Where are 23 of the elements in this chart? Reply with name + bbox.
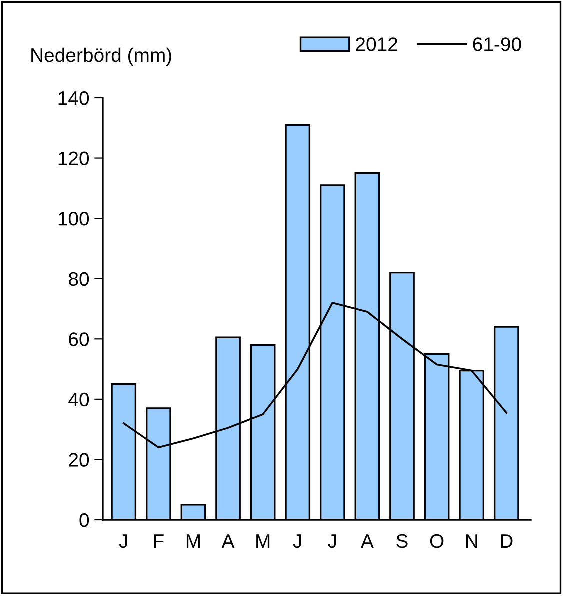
y-tick-label: 100 xyxy=(58,212,90,226)
x-tick-label: D xyxy=(501,534,513,548)
y-tick-label: 0 xyxy=(80,513,90,528)
x-tick-label: M xyxy=(256,534,270,548)
x-tick-label: J xyxy=(328,534,336,548)
x-tick-label: J xyxy=(293,534,302,548)
x-tick-label: S xyxy=(396,534,408,548)
y-tick-label: 140 xyxy=(58,91,90,106)
x-tick-label: N xyxy=(466,534,478,548)
x-tick-label: A xyxy=(361,534,374,548)
y-axis-title: Nederbörd (mm) xyxy=(32,48,172,66)
y-tick-label: 40 xyxy=(68,392,90,407)
y-tick-label: 20 xyxy=(69,453,90,467)
legend-label: 2012 xyxy=(356,38,398,52)
x-tick-label: O xyxy=(430,534,444,548)
y-tick-label: 60 xyxy=(69,332,90,346)
x-tick-label: A xyxy=(222,534,235,548)
legend-label: 61-90 xyxy=(473,38,522,52)
x-tick-label: M xyxy=(186,534,200,548)
x-tick-label: J xyxy=(119,534,128,548)
y-tick-label: 120 xyxy=(58,152,90,166)
y-tick-label: 80 xyxy=(69,272,90,286)
x-tick-label: F xyxy=(154,534,164,548)
